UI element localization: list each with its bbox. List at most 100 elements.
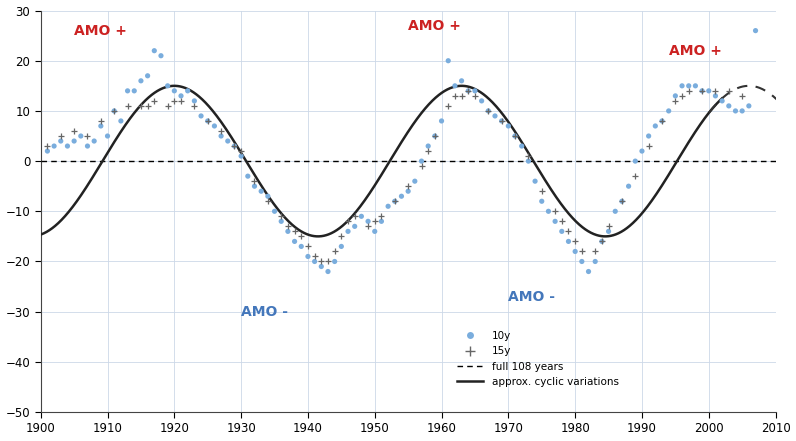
15y xyxy=(402,183,415,190)
Legend: 10y, 15y, full 108 years, approx. cyclic variations: 10y, 15y, full 108 years, approx. cyclic… xyxy=(458,331,618,387)
15y xyxy=(422,148,435,155)
10y xyxy=(215,132,228,139)
10y xyxy=(41,148,54,155)
15y xyxy=(174,97,187,105)
15y xyxy=(162,102,174,109)
10y xyxy=(529,178,541,185)
10y xyxy=(589,258,602,265)
10y xyxy=(522,157,535,164)
15y xyxy=(615,198,628,205)
15y xyxy=(81,132,94,139)
10y xyxy=(68,138,80,145)
Text: AMO +: AMO + xyxy=(74,24,127,37)
15y xyxy=(676,92,689,99)
10y xyxy=(61,142,74,149)
10y xyxy=(101,132,114,139)
10y xyxy=(482,108,494,115)
15y xyxy=(201,117,214,124)
15y xyxy=(335,233,348,240)
10y xyxy=(302,253,314,260)
10y xyxy=(509,132,521,139)
15y xyxy=(41,142,54,149)
10y xyxy=(262,193,275,200)
10y xyxy=(369,228,381,235)
Text: AMO +: AMO + xyxy=(669,44,721,58)
10y xyxy=(736,108,748,115)
10y xyxy=(562,238,575,245)
10y xyxy=(635,148,648,155)
10y xyxy=(469,87,482,94)
10y xyxy=(255,188,267,195)
15y xyxy=(361,223,374,230)
10y xyxy=(576,258,588,265)
10y xyxy=(349,223,361,230)
15y xyxy=(603,223,615,230)
Text: AMO +: AMO + xyxy=(408,19,461,33)
15y xyxy=(595,238,608,245)
10y xyxy=(696,87,708,94)
10y xyxy=(435,117,448,124)
10y xyxy=(375,218,388,225)
10y xyxy=(603,228,615,235)
10y xyxy=(629,157,642,164)
15y xyxy=(723,87,736,94)
10y xyxy=(716,97,728,105)
15y xyxy=(448,92,461,99)
15y xyxy=(262,198,275,205)
10y xyxy=(48,142,60,149)
10y xyxy=(515,142,528,149)
15y xyxy=(576,248,588,255)
10y xyxy=(622,183,635,190)
10y xyxy=(556,228,568,235)
10y xyxy=(241,172,254,179)
10y xyxy=(475,97,488,105)
15y xyxy=(495,117,508,124)
10y xyxy=(95,123,107,130)
10y xyxy=(749,27,762,34)
10y xyxy=(502,123,515,130)
10y xyxy=(295,243,307,250)
10y xyxy=(322,268,334,275)
10y xyxy=(723,102,736,109)
10y xyxy=(88,138,100,145)
10y xyxy=(315,263,328,270)
10y xyxy=(268,208,281,215)
10y xyxy=(248,183,261,190)
15y xyxy=(322,258,334,265)
15y xyxy=(288,228,301,235)
15y xyxy=(709,87,722,94)
10y xyxy=(669,92,681,99)
10y xyxy=(121,87,134,94)
10y xyxy=(54,138,67,145)
15y xyxy=(375,213,388,220)
10y xyxy=(141,72,154,79)
10y xyxy=(495,117,508,124)
10y xyxy=(174,92,187,99)
15y xyxy=(135,102,147,109)
10y xyxy=(442,57,455,64)
15y xyxy=(388,198,401,205)
10y xyxy=(609,208,622,215)
10y xyxy=(308,258,321,265)
10y xyxy=(536,198,548,205)
10y xyxy=(542,208,555,215)
10y xyxy=(201,117,214,124)
Text: AMO -: AMO - xyxy=(241,305,288,319)
10y xyxy=(282,228,295,235)
15y xyxy=(188,102,201,109)
10y xyxy=(428,132,441,139)
15y xyxy=(469,92,482,99)
10y xyxy=(335,243,348,250)
10y xyxy=(729,108,742,115)
10y xyxy=(188,97,201,105)
10y xyxy=(148,47,161,54)
15y xyxy=(168,97,181,105)
10y xyxy=(75,132,88,139)
15y xyxy=(589,248,602,255)
15y xyxy=(442,102,455,109)
15y xyxy=(682,87,695,94)
10y xyxy=(548,218,561,225)
15y xyxy=(428,132,441,139)
15y xyxy=(656,117,669,124)
10y xyxy=(355,213,368,220)
